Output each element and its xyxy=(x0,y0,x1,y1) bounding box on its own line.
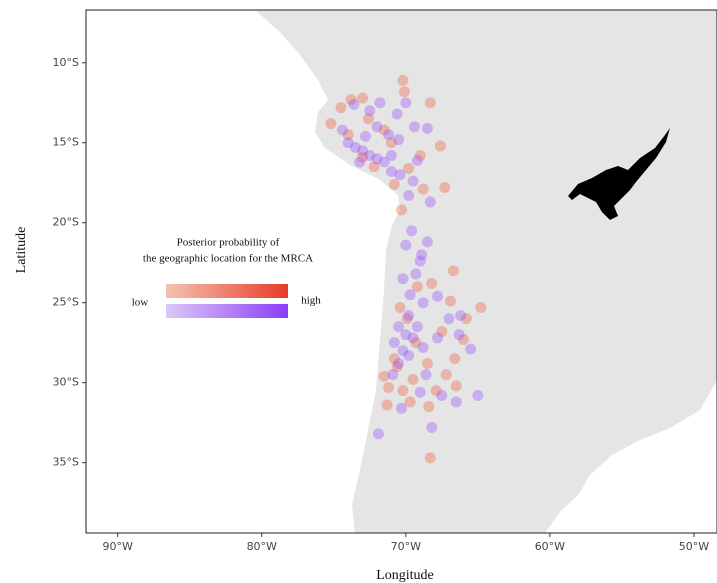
point xyxy=(374,97,385,108)
point xyxy=(418,297,429,308)
y-tick-label: 10°S xyxy=(53,56,79,69)
point xyxy=(432,291,443,302)
y-tick-label: 30°S xyxy=(53,376,79,389)
point xyxy=(425,196,436,207)
legend-title: Posterior probability of xyxy=(177,237,280,249)
point xyxy=(389,179,400,190)
x-axis-label: Longitude xyxy=(376,568,434,583)
x-tick-label: 50°W xyxy=(679,540,709,553)
point xyxy=(364,105,375,116)
y-tick-label: 20°S xyxy=(53,216,79,229)
point xyxy=(412,321,423,332)
point xyxy=(395,169,406,180)
point xyxy=(416,249,427,260)
point xyxy=(406,225,417,236)
point xyxy=(408,374,419,385)
x-tick-label: 70°W xyxy=(391,540,421,553)
point xyxy=(409,121,420,132)
point xyxy=(397,385,408,396)
point xyxy=(410,268,421,279)
point xyxy=(354,156,365,167)
point xyxy=(397,75,408,86)
point xyxy=(444,313,455,324)
point xyxy=(436,390,447,401)
legend-low: low xyxy=(132,297,149,309)
point xyxy=(403,350,414,361)
x-tick-label: 60°W xyxy=(535,540,565,553)
legend-title: the geographic location for the MRCA xyxy=(143,253,313,265)
point xyxy=(337,124,348,135)
point xyxy=(418,184,429,195)
point xyxy=(405,289,416,300)
point xyxy=(451,380,462,391)
point xyxy=(412,155,423,166)
point xyxy=(472,390,483,401)
y-tick-label: 35°S xyxy=(53,456,79,469)
point xyxy=(396,403,407,414)
point xyxy=(360,131,371,142)
point xyxy=(435,140,446,151)
point xyxy=(408,176,419,187)
legend-gradient xyxy=(166,284,288,298)
point xyxy=(382,400,393,411)
point xyxy=(449,353,460,364)
point xyxy=(455,310,466,321)
point xyxy=(403,190,414,201)
point xyxy=(422,236,433,247)
x-tick-label: 90°W xyxy=(103,540,133,553)
point xyxy=(397,273,408,284)
point xyxy=(408,332,419,343)
point xyxy=(426,422,437,433)
point xyxy=(396,204,407,215)
point xyxy=(392,108,403,119)
point xyxy=(400,240,411,251)
point xyxy=(335,102,346,113)
point xyxy=(441,369,452,380)
point xyxy=(395,302,406,313)
point xyxy=(418,342,429,353)
point xyxy=(423,401,434,412)
point xyxy=(475,302,486,313)
point xyxy=(422,123,433,134)
point xyxy=(400,97,411,108)
point xyxy=(383,382,394,393)
point xyxy=(425,452,436,463)
point xyxy=(451,396,462,407)
point xyxy=(372,121,383,132)
point xyxy=(439,182,450,193)
y-tick-label: 25°S xyxy=(53,296,79,309)
point xyxy=(325,118,336,129)
point xyxy=(389,337,400,348)
point xyxy=(426,278,437,289)
point xyxy=(425,97,436,108)
point xyxy=(399,86,410,97)
point xyxy=(348,99,359,110)
legend-gradient xyxy=(166,304,288,318)
point xyxy=(393,358,404,369)
point xyxy=(445,296,456,307)
point xyxy=(403,310,414,321)
legend-high: high xyxy=(301,295,321,307)
y-axis-label: Latitude xyxy=(14,227,29,274)
point xyxy=(454,329,465,340)
point xyxy=(386,150,397,161)
point xyxy=(415,387,426,398)
point xyxy=(465,344,476,355)
point xyxy=(432,332,443,343)
point xyxy=(422,358,433,369)
point xyxy=(420,369,431,380)
x-tick-label: 80°W xyxy=(247,540,277,553)
point xyxy=(373,428,384,439)
point xyxy=(448,265,459,276)
point xyxy=(387,369,398,380)
y-tick-label: 15°S xyxy=(53,136,79,149)
point xyxy=(393,134,404,145)
point xyxy=(383,129,394,140)
